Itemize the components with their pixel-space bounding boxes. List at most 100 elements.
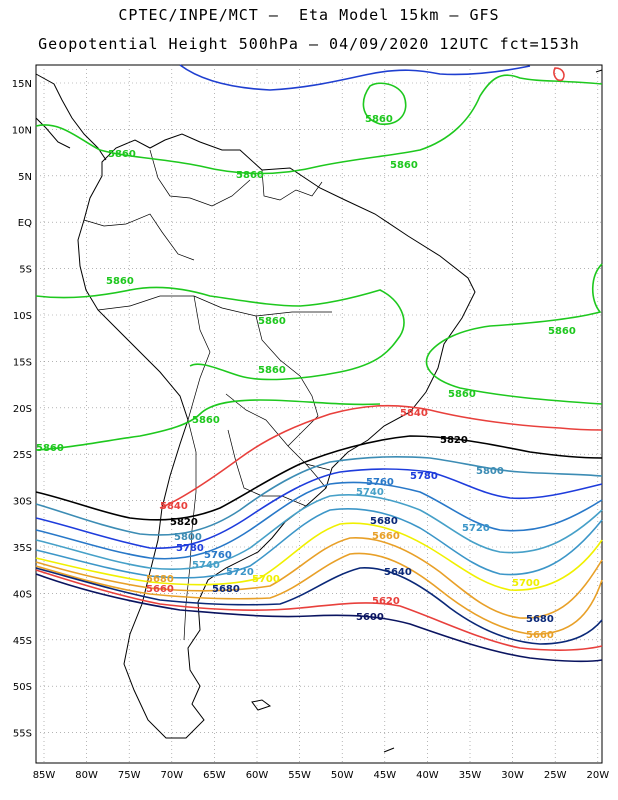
lat-tick-label: 5S xyxy=(19,265,32,276)
lon-tick-label: 80W xyxy=(75,770,98,781)
lat-tick-label: 5N xyxy=(18,172,32,183)
label-5780: 5780 xyxy=(410,471,438,482)
contour-5860-north xyxy=(35,74,603,175)
label-5860: 5860 xyxy=(448,389,476,400)
label-5780: 5780 xyxy=(176,543,204,554)
latitude-labels: 15N 10N 5N EQ 5S 10S 15S 20S 25S 30S 35S 40S 45S 50S 5… xyxy=(12,79,32,740)
label-5820: 5820 xyxy=(440,435,468,446)
falklands xyxy=(251,699,272,711)
lat-tick-label: 45S xyxy=(13,636,32,647)
map-frame xyxy=(35,64,603,764)
label-5760: 5760 xyxy=(366,477,394,488)
map-title-line1: CPTEC/INPE/MCT – Eta Model 15km – GFS xyxy=(118,6,500,24)
africa-outline xyxy=(595,69,603,73)
label-5700: 5700 xyxy=(252,574,280,585)
label-5840: 5840 xyxy=(160,501,188,512)
lat-tick-label: 10N xyxy=(12,125,32,136)
contour-5720 xyxy=(35,508,603,579)
label-5740: 5740 xyxy=(356,487,384,498)
contour-5700 xyxy=(35,522,603,591)
lat-tick-label: EQ xyxy=(18,218,32,229)
label-5680: 5680 xyxy=(146,574,174,585)
label-5820: 5820 xyxy=(170,517,198,528)
lat-tick-label: 35S xyxy=(13,543,32,554)
contour-5600 xyxy=(35,573,603,663)
map-title-line2: Geopotential Height 500hPa – 04/09/2020 … xyxy=(38,35,580,53)
label-5700: 5700 xyxy=(512,578,540,589)
coastlines xyxy=(35,69,603,753)
label-5860: 5860 xyxy=(258,365,286,376)
contour-5860-east xyxy=(425,263,603,405)
lon-tick-label: 35W xyxy=(459,770,482,781)
lon-tick-label: 30W xyxy=(501,770,524,781)
lon-tick-label: 70W xyxy=(160,770,183,781)
label-5860: 5860 xyxy=(36,443,64,454)
lat-tick-label: 15N xyxy=(12,79,32,90)
central-america-outline xyxy=(35,73,107,161)
label-5680: 5680 xyxy=(370,516,398,527)
label-5680: 5680 xyxy=(526,614,554,625)
lat-tick-label: 10S xyxy=(13,311,32,322)
lat-tick-label: 30S xyxy=(13,497,32,508)
lon-tick-label: 75W xyxy=(118,770,141,781)
contour-5840-small xyxy=(553,67,565,82)
contour-5860-south xyxy=(35,399,381,451)
contour-5820 xyxy=(35,435,603,521)
label-5680: 5680 xyxy=(212,584,240,595)
contour-5800 xyxy=(35,456,603,536)
contours xyxy=(35,64,603,663)
lon-tick-label: 55W xyxy=(288,770,311,781)
label-5720: 5720 xyxy=(226,567,254,578)
contour-5760 xyxy=(35,481,603,560)
lon-tick-label: 65W xyxy=(203,770,226,781)
label-5860: 5860 xyxy=(192,415,220,426)
country-borders xyxy=(83,149,332,641)
label-5860: 5860 xyxy=(548,326,576,337)
lat-tick-label: 15S xyxy=(13,357,32,368)
label-5800: 5800 xyxy=(476,466,504,477)
lat-tick-label: 20S xyxy=(13,404,32,415)
lat-tick-label: 50S xyxy=(13,682,32,693)
contour-5580 xyxy=(179,64,531,91)
label-5600: 5600 xyxy=(356,612,384,623)
contour-5860-mid xyxy=(35,286,405,381)
contour-labels: 5860 5860 5860 5860 5860 5860 5860 5860 … xyxy=(36,114,576,641)
lat-tick-label: 25S xyxy=(13,450,32,461)
label-5860: 5860 xyxy=(108,149,136,160)
lat-tick-label: 55S xyxy=(13,729,32,740)
lon-tick-label: 20W xyxy=(586,770,609,781)
label-5740: 5740 xyxy=(192,560,220,571)
label-5860: 5860 xyxy=(236,170,264,181)
contour-5840 xyxy=(159,404,603,509)
contour-5780 xyxy=(35,468,603,549)
contour-5860-loop xyxy=(362,82,407,125)
south-georgia xyxy=(383,747,395,753)
label-5660: 5660 xyxy=(146,584,174,595)
label-5860: 5860 xyxy=(390,160,418,171)
lon-tick-label: 60W xyxy=(246,770,269,781)
contour-5740 xyxy=(35,493,603,570)
longitude-labels: 85W 80W 75W 70W 65W 60W 55W 50W 45W 40W 35W 30W 25W 2… xyxy=(33,770,610,781)
contour-5660 xyxy=(35,552,603,635)
label-5840: 5840 xyxy=(400,408,428,419)
contour-5640 xyxy=(35,567,603,645)
lon-tick-label: 45W xyxy=(373,770,396,781)
label-5720: 5720 xyxy=(462,523,490,534)
label-5660: 5660 xyxy=(372,531,400,542)
label-5760: 5760 xyxy=(204,550,232,561)
lon-tick-label: 85W xyxy=(33,770,56,781)
contour-5620 xyxy=(35,569,603,651)
label-5640: 5640 xyxy=(384,567,412,578)
label-5860: 5860 xyxy=(258,316,286,327)
label-5800: 5800 xyxy=(174,532,202,543)
label-5860: 5860 xyxy=(365,114,393,125)
label-5660: 5660 xyxy=(526,630,554,641)
south-america-outline xyxy=(77,133,476,739)
contour-5680 xyxy=(35,537,603,619)
label-5620: 5620 xyxy=(372,596,400,607)
lon-tick-label: 25W xyxy=(544,770,567,781)
label-5860: 5860 xyxy=(106,276,134,287)
lat-lon-grid xyxy=(36,65,602,763)
lon-tick-label: 50W xyxy=(331,770,354,781)
